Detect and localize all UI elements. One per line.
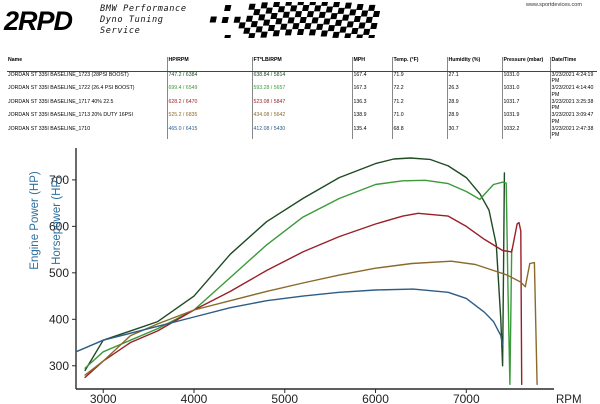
series-line-5 [76, 289, 503, 352]
y-tick-label: 300 [49, 359, 69, 373]
x-axis-title: RPM [556, 394, 582, 404]
series-line-3 [85, 213, 522, 384]
x-tick-label: 5000 [271, 392, 298, 404]
chart-series [76, 158, 537, 384]
y-axis-title-left: Engine Power (HP) [29, 171, 41, 270]
y-axis-title-right: Horsepower (HP) [51, 176, 63, 265]
y-tick-label: 500 [49, 266, 69, 280]
x-tick-label: 4000 [181, 392, 208, 404]
series-line-2 [85, 180, 512, 384]
series-line-1 [85, 158, 504, 370]
chart-axes [72, 148, 554, 393]
x-tick-label: 7000 [453, 392, 480, 404]
x-tick-label: 3000 [90, 392, 117, 404]
x-tick-label: 6000 [362, 392, 389, 404]
y-tick-label: 400 [49, 312, 69, 326]
